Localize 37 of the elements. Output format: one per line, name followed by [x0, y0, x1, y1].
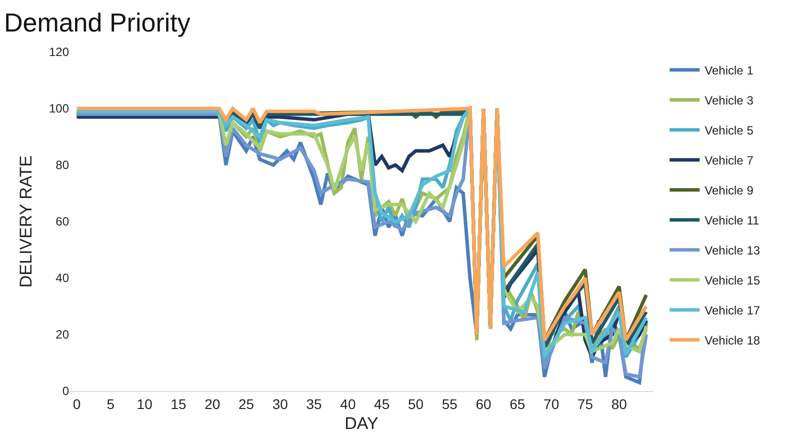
x-tick-label: 40 — [340, 396, 356, 412]
y-tick-label: 40 — [56, 271, 70, 286]
y-tick-label: 120 — [48, 45, 70, 60]
legend-label: Vehicle 13 — [704, 244, 760, 258]
x-tick-label: 10 — [136, 396, 153, 412]
y-axis-title: DELIVERY RATE — [16, 155, 36, 288]
x-tick-label: 15 — [170, 396, 186, 412]
x-tick-label: 35 — [306, 396, 322, 412]
x-tick-label: 45 — [374, 396, 390, 412]
y-tick-label: 60 — [56, 214, 70, 229]
legend-label: Vehicle 7 — [704, 154, 754, 168]
legend-label: Vehicle 18 — [704, 334, 760, 348]
x-tick-label: 0 — [72, 396, 81, 412]
y-tick-label: 80 — [56, 158, 70, 172]
x-tick-label: 50 — [408, 396, 424, 412]
x-tick-label: 30 — [272, 396, 288, 412]
legend-label: Vehicle 15 — [704, 274, 760, 288]
legend-label: Vehicle 1 — [704, 64, 754, 78]
x-tick-label: 55 — [442, 396, 458, 412]
x-tick-label: 20 — [204, 396, 220, 412]
x-tick-label: 75 — [577, 396, 594, 412]
legend-label: Vehicle 9 — [704, 184, 754, 198]
x-tick-label: 25 — [238, 396, 254, 412]
legend-label: Vehicle 17 — [704, 304, 760, 318]
y-tick-label: 100 — [48, 102, 70, 116]
x-tick-label: 60 — [476, 396, 492, 412]
legend-label: Vehicle 3 — [704, 94, 754, 108]
x-axis-title: DAY — [344, 414, 378, 434]
y-tick-label: 0 — [62, 384, 70, 398]
x-tick-label: 5 — [106, 396, 115, 412]
x-tick-label: 80 — [611, 396, 628, 412]
chart-title: Demand Priority — [4, 7, 190, 38]
x-tick-label: 65 — [510, 396, 526, 412]
x-tick-label: 70 — [544, 396, 560, 412]
legend-label: Vehicle 5 — [704, 124, 754, 138]
legend-label: Vehicle 11 — [704, 214, 760, 228]
y-tick-label: 20 — [56, 328, 70, 342]
